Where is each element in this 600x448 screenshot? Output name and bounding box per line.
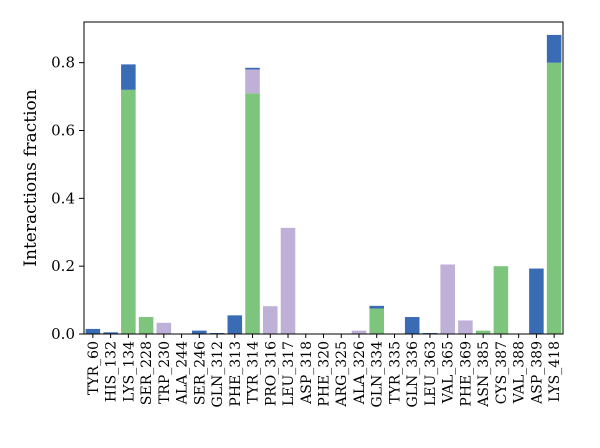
- y-axis: 0.0 0.2 0.4 0.6 0.8: [51, 54, 84, 343]
- x-tick-label-asn-385: ASN_385: [476, 341, 492, 408]
- bar-cys-387-segment-0: [493, 266, 509, 334]
- x-tick-label-asp-318: ASP_318: [299, 341, 315, 405]
- x-tick-label-his-132: HIS_132: [104, 341, 120, 402]
- bar-pro-316-segment-1: [263, 306, 278, 334]
- x-tick-label-gln-334: GLN_334: [370, 341, 386, 408]
- bar-tyr-60-segment-2: [85, 328, 101, 334]
- x-tick-label-asp-389: ASP_389: [529, 341, 545, 405]
- x-tick-label-ser-228: SER_228: [139, 341, 155, 405]
- bar-asp-389-segment-2: [529, 268, 544, 334]
- x-tick-label-tyr-314: TYR_314: [246, 341, 262, 404]
- y-axis-title: Interactions fraction: [21, 89, 41, 266]
- bars-layer: [85, 34, 562, 334]
- x-tick-label-leu-317: LEU_317: [281, 341, 297, 406]
- bar-gln-334-segment-2: [369, 305, 384, 309]
- bar-lys-134-segment-0: [121, 89, 136, 334]
- y-tick-label: 0.6: [51, 122, 75, 140]
- bar-leu-363-segment-2: [422, 332, 438, 334]
- x-tick-label-phe-313: PHE_313: [228, 341, 244, 407]
- bar-leu-317-segment-1: [280, 227, 296, 334]
- bar-phe-313-segment-2: [227, 315, 243, 334]
- bar-lys-134-segment-2: [121, 64, 136, 90]
- bar-ala-326-segment-1: [351, 330, 367, 334]
- bar-his-132-segment-2: [103, 332, 118, 334]
- plot-frame: [83, 21, 564, 335]
- bar-val-365-segment-1: [440, 264, 455, 334]
- bar-trp-230-segment-1: [156, 322, 172, 334]
- x-tick-label-gln-312: GLN_312: [210, 341, 226, 407]
- bar-gln-336-segment-2: [404, 317, 420, 334]
- x-tick-label-lys-134: LYS_134: [121, 341, 137, 402]
- bar-ser-246-segment-2: [192, 330, 207, 334]
- bar-lys-418-segment-2: [546, 34, 562, 63]
- bar-asn-385-segment-0: [475, 330, 491, 334]
- x-tick-label-arg-325: ARG_325: [334, 341, 350, 408]
- x-tick-label-tyr-335: TYR_335: [387, 341, 403, 404]
- bar-gln-312-segment-2: [209, 332, 225, 334]
- x-tick-label-phe-320: PHE_320: [317, 341, 333, 407]
- bar-ser-228-segment-0: [138, 317, 154, 334]
- y-tick-label: 0.2: [51, 257, 75, 275]
- x-tick-label-val-388: VAL_388: [512, 341, 528, 404]
- x-tick-label-trp-230: TRP_230: [157, 341, 173, 404]
- x-tick-label-ala-244: ALA_244: [175, 341, 191, 405]
- bar-gln-334-segment-0: [369, 308, 384, 334]
- y-tick-label: 0.4: [51, 189, 75, 207]
- bar-tyr-314-segment-1: [245, 69, 260, 94]
- x-tick-label-gln-336: GLN_336: [405, 341, 421, 408]
- x-tick-label-lys-418: LYS_418: [547, 341, 563, 402]
- x-tick-label-cys-387: CYS_387: [494, 341, 510, 404]
- bar-phe-369-segment-1: [458, 320, 473, 334]
- x-tick-label-leu-363: LEU_363: [423, 341, 439, 406]
- x-tick-label-val-365: VAL_365: [441, 341, 457, 404]
- x-tick-label-ser-246: SER_246: [192, 341, 208, 405]
- x-tick-label-phe-369: PHE_369: [458, 341, 474, 407]
- x-tick-label-ala-326: ALA_326: [352, 341, 368, 405]
- bar-tyr-314-segment-0: [245, 93, 260, 334]
- x-tick-label-pro-316: PRO_316: [263, 341, 279, 406]
- y-tick-label: 0.8: [51, 54, 75, 72]
- bar-tyr-314-segment-2: [245, 67, 260, 70]
- x-tick-label-tyr-60: TYR_60: [86, 341, 102, 395]
- bar-lys-418-segment-0: [546, 62, 562, 334]
- x-axis: TYR_60 HIS_132 LYS_134 SER_228 TRP_230 ALA_24…: [86, 334, 563, 408]
- y-tick-label: 0.0: [51, 325, 75, 343]
